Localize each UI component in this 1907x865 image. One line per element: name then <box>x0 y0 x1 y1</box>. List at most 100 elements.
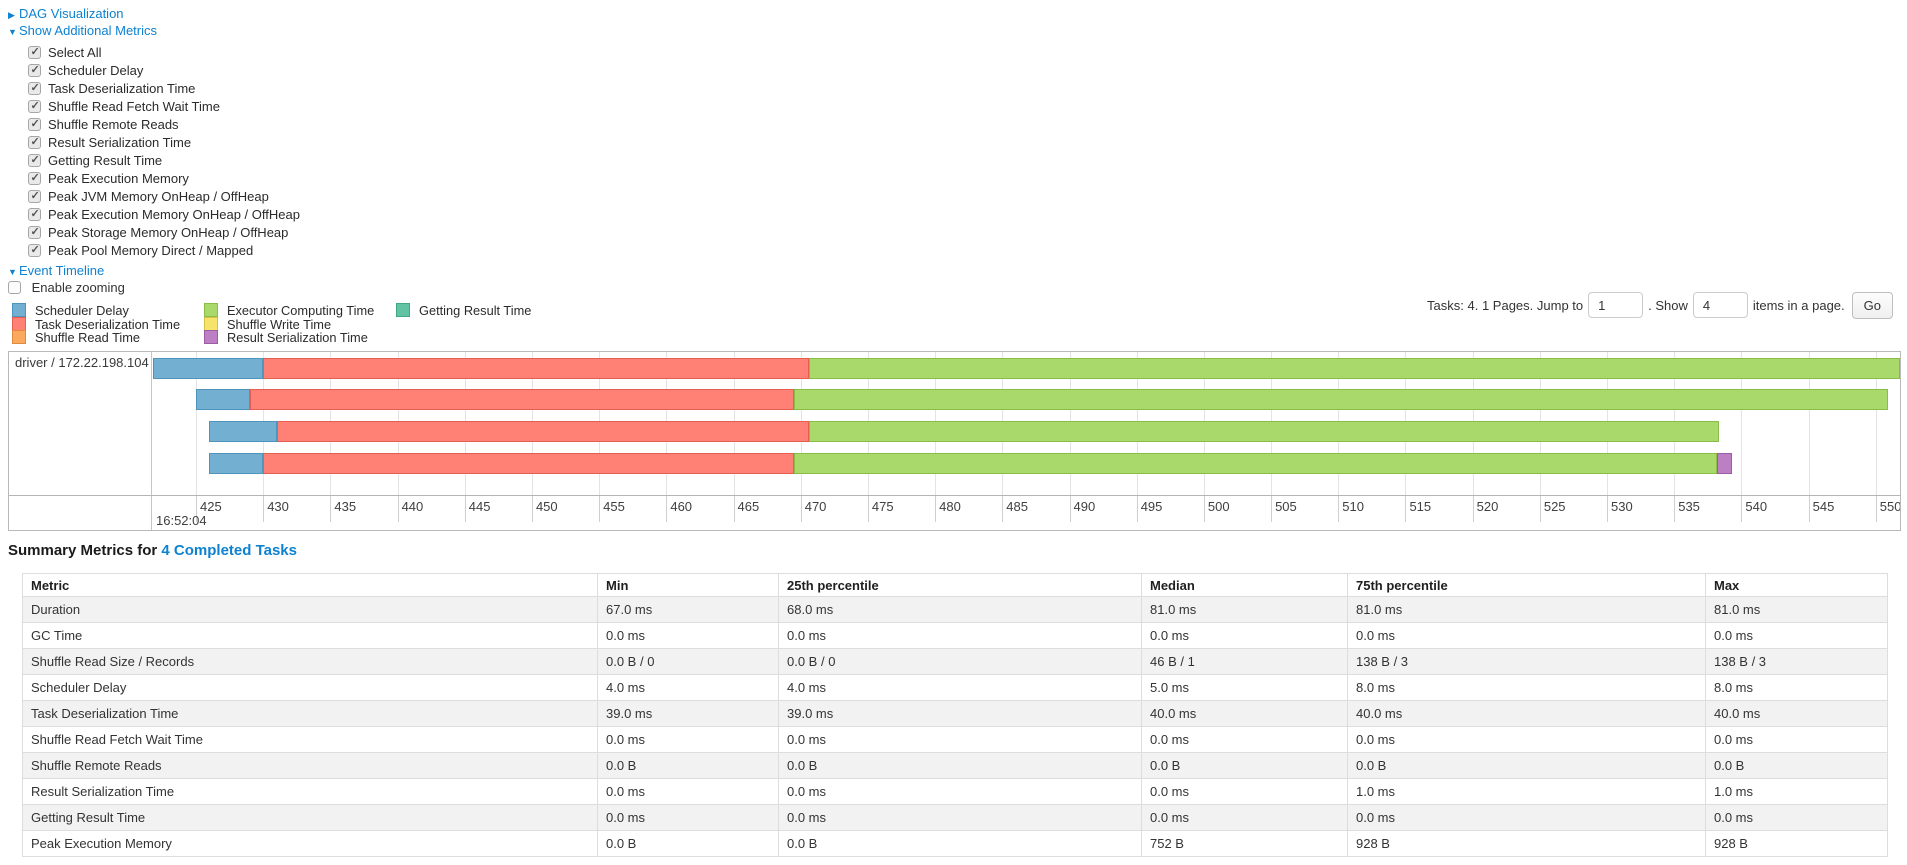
jump-to-page-input[interactable] <box>1588 292 1644 318</box>
axis-tick-label: 465 <box>737 499 760 514</box>
legend-item: Result Serialization Time <box>204 330 374 345</box>
metric-checkbox-label: Getting Result Time <box>48 153 163 168</box>
result-serialization-swatch-icon <box>204 330 218 345</box>
metric-checkbox[interactable] <box>28 99 41 113</box>
metric-checkbox[interactable] <box>28 171 41 185</box>
metric-checkbox-item[interactable]: Peak Pool Memory Direct / Mapped <box>28 242 300 260</box>
task-segment-scheduler-delay[interactable] <box>209 453 264 474</box>
metric-checkbox-item[interactable]: Getting Result Time <box>28 152 300 170</box>
go-button[interactable]: Go <box>1851 291 1893 319</box>
metric-checkbox[interactable] <box>28 153 41 167</box>
metric-checkbox-label: Peak Storage Memory OnHeap / OffHeap <box>48 225 289 240</box>
axis-tick-label: 470 <box>804 499 827 514</box>
dag-visualization-link[interactable]: ▶ DAG Visualization <box>8 6 124 21</box>
metric-value-cell: 46 B / 1 <box>1141 648 1348 675</box>
metric-name-cell: Result Serialization Time <box>22 778 598 805</box>
table-column-header: 75th percentile <box>1347 573 1706 597</box>
axis-gridline <box>1808 352 1810 495</box>
metric-checkbox[interactable] <box>28 189 41 203</box>
metric-checkbox[interactable] <box>28 207 41 221</box>
metric-checkbox[interactable] <box>28 117 41 131</box>
metric-checkbox-item[interactable]: Result Serialization Time <box>28 134 300 152</box>
axis-tick-label: 480 <box>939 499 961 514</box>
axis-tick-label: 455 <box>603 499 625 514</box>
metric-checkbox[interactable] <box>28 135 41 149</box>
metric-checkbox-label: Peak JVM Memory OnHeap / OffHeap <box>48 189 269 204</box>
metric-name-cell: GC Time <box>22 622 598 649</box>
axis-tick-label: 450 <box>535 499 558 514</box>
legend-item-label: Getting Result Time <box>419 303 532 318</box>
axis-tickmark <box>1607 496 1609 522</box>
metric-value-cell: 4.0 ms <box>778 674 1142 701</box>
metric-checkbox-item[interactable]: Peak JVM Memory OnHeap / OffHeap <box>28 188 300 206</box>
table-row: Shuffle Read Size / Records 0.0 B / 0 0.0 … <box>22 648 1888 675</box>
summary-title-prefix: Summary Metrics for <box>8 542 158 559</box>
items-per-page-input[interactable] <box>1692 292 1748 318</box>
metric-value-cell: 8.0 ms <box>1705 674 1888 701</box>
metric-value-cell: 0.0 ms <box>1141 804 1348 831</box>
task-segment-result-serialization[interactable] <box>1717 453 1733 474</box>
metric-checkbox-item[interactable]: Peak Storage Memory OnHeap / OffHeap <box>28 224 300 242</box>
axis-tickmark <box>397 496 399 522</box>
metric-checkbox-item[interactable]: Task Deserialization Time <box>28 80 300 98</box>
task-segment-executor-computing[interactable] <box>794 453 1718 474</box>
task-timeline-bar <box>153 389 1900 410</box>
metric-value-cell: 0.0 ms <box>1705 726 1888 753</box>
metric-checkbox[interactable] <box>28 243 41 257</box>
task-segment-task-deserialization[interactable] <box>276 421 809 442</box>
task-pagination: Tasks: 4. 1 Pages. Jump to . Show items … <box>1427 290 1893 320</box>
metric-checkbox-label: Peak Execution Memory <box>48 171 189 186</box>
timeline-plot: 425 430 435 440 445 450 455 460 465 470 475 480 485 4… <box>153 352 1900 530</box>
metric-checkbox-item[interactable]: Peak Execution Memory <box>28 170 300 188</box>
metric-name-cell: Shuffle Read Fetch Wait Time <box>22 726 598 753</box>
task-segment-scheduler-delay[interactable] <box>153 358 264 379</box>
axis-tick-label: 460 <box>670 499 693 514</box>
metric-name-cell: Peak Execution Memory <box>22 830 598 857</box>
metric-value-cell: 4.0 ms <box>597 674 779 701</box>
metric-checkbox-item[interactable]: Shuffle Remote Reads <box>28 116 300 134</box>
axis-tick-label: 505 <box>1275 499 1297 514</box>
axis-tick-label: 520 <box>1476 499 1499 514</box>
table-header-row: Metric Min 25th percentile Median 75th perce… <box>22 573 1888 597</box>
metric-name-cell: Scheduler Delay <box>22 674 598 701</box>
axis-tickmark <box>666 496 668 522</box>
axis-tickmark <box>1472 496 1474 522</box>
axis-tickmark <box>464 496 466 522</box>
task-segment-scheduler-delay[interactable] <box>196 389 250 410</box>
task-segment-scheduler-delay[interactable] <box>209 421 277 442</box>
task-segment-executor-computing[interactable] <box>794 389 1888 410</box>
show-additional-metrics-link[interactable]: ▼ Show Additional Metrics <box>8 23 157 38</box>
task-segment-task-deserialization[interactable] <box>263 453 794 474</box>
metric-value-cell: 0.0 ms <box>1705 622 1888 649</box>
axis-tickmark <box>1002 496 1004 522</box>
time-axis-line <box>9 495 1900 496</box>
metric-checkbox[interactable] <box>28 81 41 95</box>
metric-value-cell: 5.0 ms <box>1141 674 1348 701</box>
metric-checkbox-item[interactable]: Select All <box>28 44 300 62</box>
axis-tickmark <box>1539 496 1541 522</box>
metric-value-cell: 0.0 ms <box>1347 622 1706 649</box>
metric-checkbox-item[interactable]: Peak Execution Memory OnHeap / OffHeap <box>28 206 300 224</box>
metric-name-cell: Shuffle Remote Reads <box>22 752 598 779</box>
task-segment-executor-computing[interactable] <box>808 358 1900 379</box>
axis-tickmark <box>263 496 265 522</box>
pagination-prefix-label: Tasks: 4. 1 Pages. Jump to <box>1427 297 1584 313</box>
task-segment-executor-computing[interactable] <box>808 421 1719 442</box>
pagination-mid-label: . Show <box>1648 297 1688 313</box>
metric-checkbox[interactable] <box>28 225 41 239</box>
metric-checkbox[interactable] <box>28 45 41 59</box>
metric-value-cell: 40.0 ms <box>1141 700 1348 727</box>
enable-zooming-checkbox[interactable] <box>8 281 21 294</box>
metric-checkbox[interactable] <box>28 63 41 77</box>
event-timeline-link[interactable]: ▼ Event Timeline <box>8 263 104 278</box>
metric-value-cell: 39.0 ms <box>597 700 779 727</box>
axis-tickmark <box>1338 496 1340 522</box>
metric-checkbox-item[interactable]: Shuffle Read Fetch Wait Time <box>28 98 300 116</box>
axis-tickmark <box>1741 496 1743 522</box>
metric-value-cell: 0.0 ms <box>597 726 779 753</box>
task-segment-task-deserialization[interactable] <box>249 389 794 410</box>
metric-value-cell: 0.0 ms <box>778 726 1142 753</box>
metric-checkbox-item[interactable]: Scheduler Delay <box>28 62 300 80</box>
completed-tasks-link[interactable]: 4 Completed Tasks <box>161 542 297 559</box>
task-segment-task-deserialization[interactable] <box>263 358 809 379</box>
